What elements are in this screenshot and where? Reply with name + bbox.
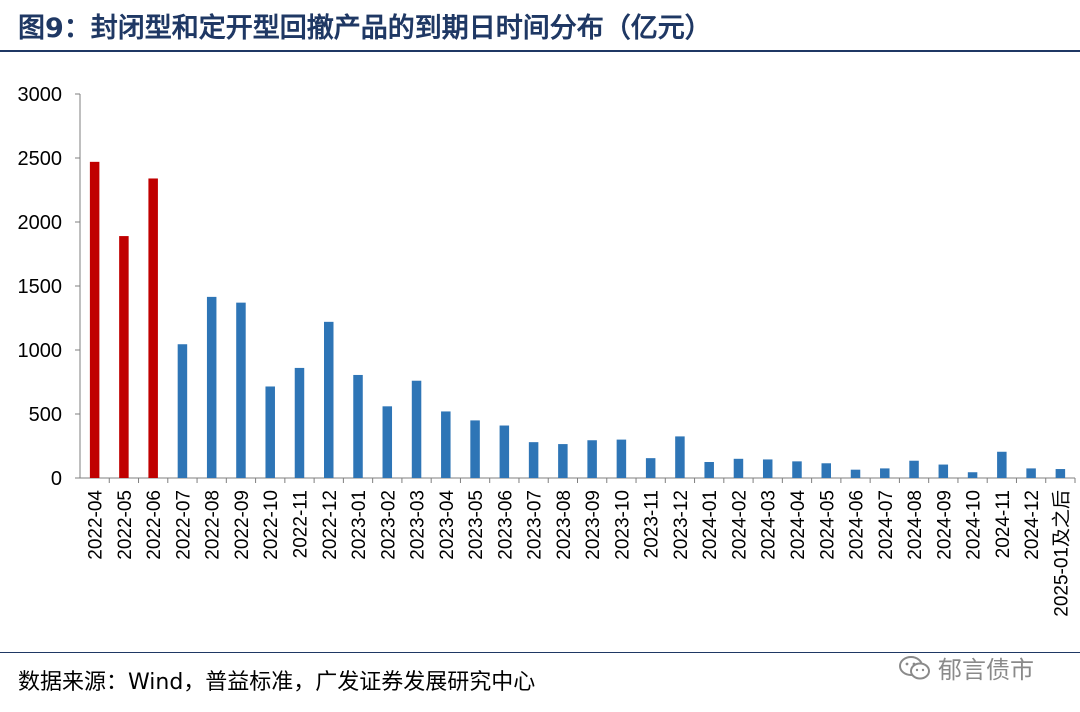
x-tick-label: 2022-07: [173, 490, 194, 560]
x-tick-label: 2025-01及之后: [1050, 490, 1072, 617]
y-tick-label: 0: [51, 468, 62, 490]
bar: [499, 425, 510, 478]
x-tick-label: 2024-01: [700, 490, 721, 560]
x-tick-label: 2024-05: [817, 490, 838, 560]
bar: [967, 472, 978, 478]
bar: [675, 436, 685, 478]
x-tick-label: 2024-09: [934, 490, 955, 560]
y-tick-label: 500: [29, 404, 62, 426]
y-tick-label: 1500: [18, 276, 63, 298]
x-tick-label: 2022-10: [261, 490, 282, 560]
y-tick-label: 1000: [18, 340, 63, 362]
bar: [850, 469, 861, 478]
bar: [89, 161, 100, 478]
bar: [880, 468, 890, 478]
bar: [441, 411, 451, 478]
bar: [587, 440, 597, 478]
x-tick-label: 2022-04: [86, 490, 107, 560]
x-tick-label: 2023-09: [583, 490, 604, 560]
bar: [909, 460, 919, 478]
x-tick-label: 2023-04: [437, 490, 458, 560]
bar: [733, 458, 744, 478]
bar: [821, 463, 831, 478]
bar: [119, 236, 129, 478]
bar: [470, 420, 480, 478]
bar-chart: 0 500 1000 1500 2000 2500 3000 2022-04 2022-05 20…: [18, 84, 1076, 617]
x-tick-label: 2024-07: [876, 490, 897, 560]
bar: [324, 321, 334, 478]
source-note: 数据来源：Wind，普益标准，广发证券发展研究中心: [18, 670, 536, 695]
bar: [792, 461, 802, 478]
watermark-text: 郁言债市: [938, 656, 1034, 684]
y-tick-label: 2500: [18, 148, 63, 170]
bar: [265, 386, 275, 478]
bar: [294, 367, 305, 478]
bar: [148, 178, 158, 478]
x-tick-label: 2022-05: [115, 490, 136, 560]
watermark: 郁言债市: [898, 650, 1034, 685]
bar: [645, 458, 656, 478]
bar: [997, 451, 1007, 478]
x-tick-label: 2024-02: [729, 490, 750, 560]
footer-divider: [0, 652, 1080, 653]
x-tick-label: 2024-08: [905, 490, 926, 560]
bar: [382, 406, 393, 478]
x-tick-label: 2023-03: [408, 490, 429, 560]
x-tick-label: 2024-10: [964, 490, 985, 560]
x-tick-label: 2023-02: [378, 490, 399, 560]
x-tick-label: 2022-09: [232, 490, 253, 560]
bar: [616, 439, 627, 478]
x-tick-label: 2022-11: [290, 490, 311, 558]
x-tick-label: 2024-04: [788, 490, 809, 560]
x-tick-label: 2024-03: [759, 490, 780, 560]
bar: [1026, 468, 1036, 478]
x-tick-label: 2024-11: [993, 490, 1014, 558]
x-tick-label: 2023-12: [671, 490, 692, 560]
bar: [938, 464, 949, 478]
bar: [411, 380, 422, 478]
title-divider: [0, 50, 1080, 52]
bar: [206, 296, 217, 478]
y-tick-label: 3000: [18, 84, 63, 106]
y-tick-label: 2000: [18, 212, 63, 234]
x-tick-label: 2024-12: [1022, 490, 1043, 560]
bar: [1055, 469, 1066, 478]
x-tick-label: 2023-06: [495, 490, 516, 560]
x-tick-label: 2023-01: [349, 490, 370, 560]
bar: [558, 444, 568, 478]
x-tick-label: 2023-05: [466, 490, 487, 560]
bar: [236, 302, 246, 478]
bar: [353, 374, 363, 478]
bar: [704, 462, 714, 478]
wechat-icon: [899, 655, 930, 679]
x-tick-label: 2024-06: [847, 490, 868, 560]
x-tick-label: 2023-11: [642, 490, 663, 558]
x-tick-label: 2022-12: [320, 490, 341, 560]
bar: [177, 344, 188, 478]
bar: [762, 459, 773, 478]
bar: [528, 442, 539, 478]
x-tick-label: 2023-08: [554, 490, 575, 560]
x-tick-label: 2022-06: [144, 490, 165, 560]
chart-title: 图9：封闭型和定开型回撤产品的到期日时间分布（亿元）: [18, 13, 712, 44]
x-tick-label: 2023-10: [612, 490, 633, 560]
x-tick-label: 2022-08: [203, 490, 224, 560]
x-tick-label: 2023-07: [525, 490, 546, 560]
